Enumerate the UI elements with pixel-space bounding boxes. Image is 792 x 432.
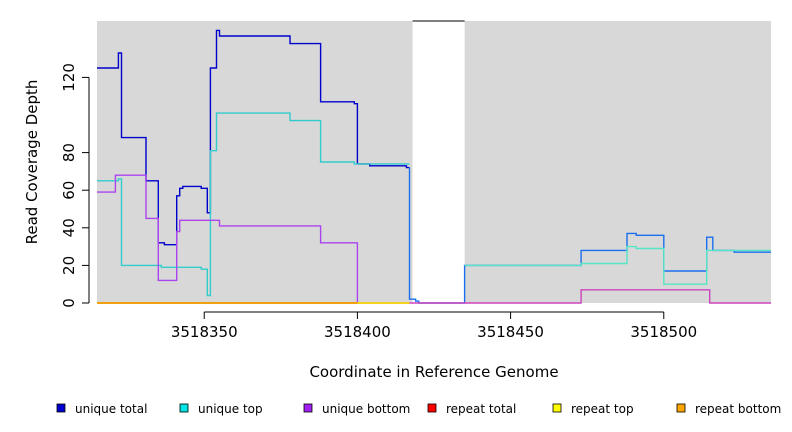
- y-tick-label: 60: [60, 181, 78, 200]
- legend-label: unique top: [198, 402, 263, 416]
- legend-label: repeat total: [446, 402, 516, 416]
- series-line-segment-7: [464, 245, 771, 285]
- legend-swatch: [56, 403, 66, 413]
- legend-swatch: [303, 403, 313, 413]
- y-axis: 0 20 40 60 80 120: [60, 63, 90, 308]
- x-tick-label: 3518500: [630, 323, 697, 341]
- legend-label: repeat bottom: [695, 402, 781, 416]
- y-axis-title: Read Coverage Depth: [23, 80, 41, 245]
- x-tick-label: 3518450: [477, 323, 544, 341]
- y-tick-label: 20: [60, 256, 78, 275]
- legend-swatch: [676, 403, 686, 413]
- legend-item-unique-bottom: unique bottom: [303, 402, 410, 416]
- series-layer: [97, 29, 771, 304]
- legend-item-repeat-total: repeat total: [427, 402, 516, 416]
- y-tick-label: 120: [60, 63, 78, 92]
- series-line-segment-8: [409, 289, 771, 304]
- x-axis: 3518350 3518400 3518450 3518500: [171, 311, 697, 341]
- legend-item-repeat-top: repeat top: [552, 402, 634, 416]
- legend-item-repeat-bottom: repeat bottom: [676, 402, 781, 416]
- x-tick-label: 3518400: [324, 323, 391, 341]
- y-tick-label: 40: [60, 218, 78, 237]
- legend-swatch: [179, 403, 189, 413]
- y-tick-label: 80: [60, 143, 78, 162]
- legend: unique total unique top unique bottom repea…: [56, 402, 781, 416]
- legend-swatch: [552, 403, 562, 413]
- x-axis-title: Coordinate in Reference Genome: [309, 363, 558, 381]
- legend-label: repeat top: [571, 402, 634, 416]
- series-line-segment-6: [408, 167, 771, 304]
- plot-area: [97, 20, 771, 303]
- legend-label: unique bottom: [322, 402, 410, 416]
- gap-region: [412, 21, 465, 303]
- y-tick-label: 0: [60, 298, 78, 308]
- series-line-unique-total: [97, 29, 410, 246]
- x-tick-label: 3518350: [171, 323, 238, 341]
- legend-label: unique total: [75, 402, 147, 416]
- legend-item-unique-top: unique top: [179, 402, 263, 416]
- series-line-unique-top: [97, 112, 410, 297]
- legend-item-unique-total: unique total: [56, 402, 147, 416]
- legend-swatch: [427, 403, 437, 413]
- series-line-unique-bottom: [97, 174, 410, 304]
